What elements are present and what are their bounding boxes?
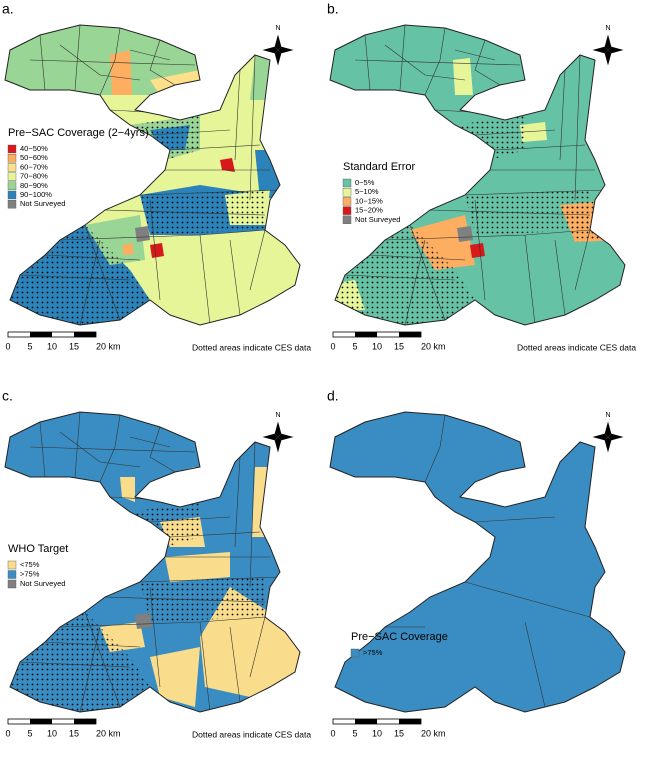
scale-label: 0: [330, 341, 335, 351]
legend-label: 40−50%: [20, 144, 48, 153]
north-label: N: [605, 412, 610, 419]
legend-label: Not Surveyed: [20, 199, 65, 208]
legend-label: 80−90%: [20, 181, 48, 190]
legend-swatch: [342, 206, 352, 215]
scale-label: 10: [372, 728, 382, 738]
panel-label: b.: [327, 1, 339, 17]
scale-label: 5: [27, 341, 32, 351]
scale-label: 20 km: [96, 341, 121, 351]
legend-label: Not Surveyed: [355, 215, 400, 224]
legend-swatch: [7, 163, 17, 172]
legend-swatch: [7, 560, 17, 570]
panel-d: d. N Pre−SAC Coverage >75% 0 5 10 15 20 km: [327, 388, 626, 738]
legend-swatch: [7, 570, 17, 579]
scale-label: 5: [352, 728, 357, 738]
legend-label: >75%: [20, 569, 40, 578]
legend-swatch: [7, 199, 17, 209]
legend-swatch: [342, 197, 352, 206]
region: [330, 412, 625, 712]
panel-label: a.: [2, 1, 14, 17]
legend-title: Standard Error: [343, 161, 415, 173]
scale-label: 15: [69, 728, 79, 738]
scale-label: 0: [5, 341, 10, 351]
legend-swatch: [342, 178, 352, 188]
legend-label: 15−20%: [355, 206, 383, 215]
north-label: N: [275, 25, 280, 32]
panel-b: b. N Standard Error 0−5%5−10%10−15%15−20%No…: [327, 1, 636, 353]
legend-swatch: [342, 187, 352, 197]
north-label: N: [275, 412, 280, 419]
legend-label: 60−70%: [20, 162, 48, 171]
scale-label: 10: [372, 341, 382, 351]
legend-label: <75%: [20, 560, 40, 569]
scale-label: 15: [69, 341, 79, 351]
scale-label: 20 km: [421, 728, 446, 738]
note: Dotted areas indicate CES data: [192, 729, 311, 739]
panel-a: a. N Pre−SAC Coverage (2−4yrs) 40−50%50−60%…: [2, 1, 311, 353]
scale-label: 20 km: [421, 341, 446, 351]
legend-swatch: [7, 190, 17, 200]
legend-title: Pre−SAC Coverage: [351, 631, 448, 643]
legend-swatch: [350, 648, 360, 658]
scale-label: 0: [330, 728, 335, 738]
panel-label: d.: [327, 388, 339, 404]
scale-label: 20 km: [96, 728, 121, 738]
scale-label: 10: [47, 728, 57, 738]
legend-swatch: [7, 172, 17, 181]
legend-label: 70−80%: [20, 172, 48, 181]
legend-swatch: [7, 579, 17, 589]
legend-label: Not Surveyed: [20, 579, 65, 588]
scale-label: 15: [394, 341, 404, 351]
legend-swatch: [7, 153, 17, 163]
north-label: N: [605, 25, 610, 32]
legend-label: >75%: [363, 648, 383, 657]
panel-label: c.: [2, 388, 13, 404]
note: Dotted areas indicate CES data: [517, 342, 636, 352]
legend-swatch: [7, 181, 17, 191]
scale-label: 15: [394, 728, 404, 738]
legend-label: 10−15%: [355, 196, 383, 205]
legend-title: Pre−SAC Coverage (2−4yrs): [8, 127, 149, 139]
scale-label: 10: [47, 341, 57, 351]
legend-label: 50−60%: [20, 153, 48, 162]
panel-c: c. N WHO Target <75%>75%Not Surveyed 0 5 10 15 2…: [2, 388, 311, 740]
legend-label: 0−5%: [355, 178, 375, 187]
legend-label: 5−10%: [355, 187, 379, 196]
note: Dotted areas indicate CES data: [192, 342, 311, 352]
scale-label: 0: [5, 728, 10, 738]
scale-label: 5: [27, 728, 32, 738]
legend-swatch: [342, 215, 352, 225]
legend-swatch: [7, 144, 17, 154]
legend-title: WHO Target: [8, 543, 68, 555]
scale-label: 5: [352, 341, 357, 351]
legend-label: 90−100%: [20, 190, 52, 199]
